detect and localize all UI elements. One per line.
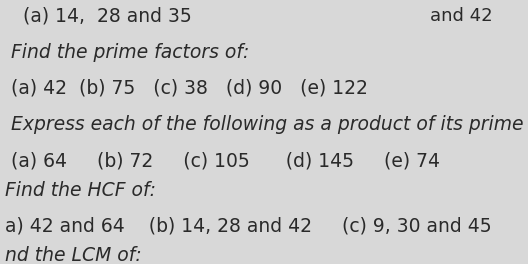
Text: (a) 42  (b) 75   (c) 38   (d) 90   (e) 122: (a) 42 (b) 75 (c) 38 (d) 90 (e) 122 bbox=[12, 79, 369, 98]
Text: Find the HCF of:: Find the HCF of: bbox=[5, 181, 156, 200]
Text: and 42: and 42 bbox=[430, 7, 492, 25]
Text: Find the prime factors of:: Find the prime factors of: bbox=[12, 43, 250, 62]
Text: (a) 64     (b) 72     (c) 105      (d) 145     (e) 74: (a) 64 (b) 72 (c) 105 (d) 145 (e) 74 bbox=[12, 151, 440, 170]
Text: (a) 14,  28 and 35: (a) 14, 28 and 35 bbox=[5, 7, 192, 26]
Text: nd the LCM of:: nd the LCM of: bbox=[5, 246, 142, 264]
Text: Express each of the following as a product of its prime factor: Express each of the following as a produ… bbox=[12, 115, 528, 134]
Text: a) 42 and 64    (b) 14, 28 and 42     (c) 9, 30 and 45: a) 42 and 64 (b) 14, 28 and 42 (c) 9, 30… bbox=[5, 216, 492, 235]
